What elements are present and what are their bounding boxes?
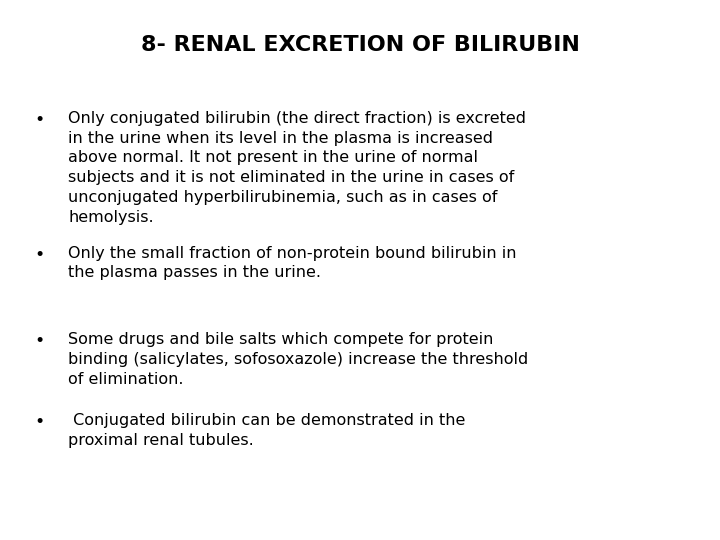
Text: •: • bbox=[35, 332, 45, 350]
Text: •: • bbox=[35, 111, 45, 129]
Text: Conjugated bilirubin can be demonstrated in the
proximal renal tubules.: Conjugated bilirubin can be demonstrated… bbox=[68, 413, 466, 448]
Text: •: • bbox=[35, 413, 45, 431]
Text: •: • bbox=[35, 246, 45, 264]
Text: Only conjugated bilirubin (the direct fraction) is excreted
in the urine when it: Only conjugated bilirubin (the direct fr… bbox=[68, 111, 526, 225]
Text: Only the small fraction of non-protein bound bilirubin in
the plasma passes in t: Only the small fraction of non-protein b… bbox=[68, 246, 517, 280]
Text: Some drugs and bile salts which compete for protein
binding (salicylates, sofoso: Some drugs and bile salts which compete … bbox=[68, 332, 528, 387]
Text: 8- RENAL EXCRETION OF BILIRUBIN: 8- RENAL EXCRETION OF BILIRUBIN bbox=[140, 35, 580, 55]
